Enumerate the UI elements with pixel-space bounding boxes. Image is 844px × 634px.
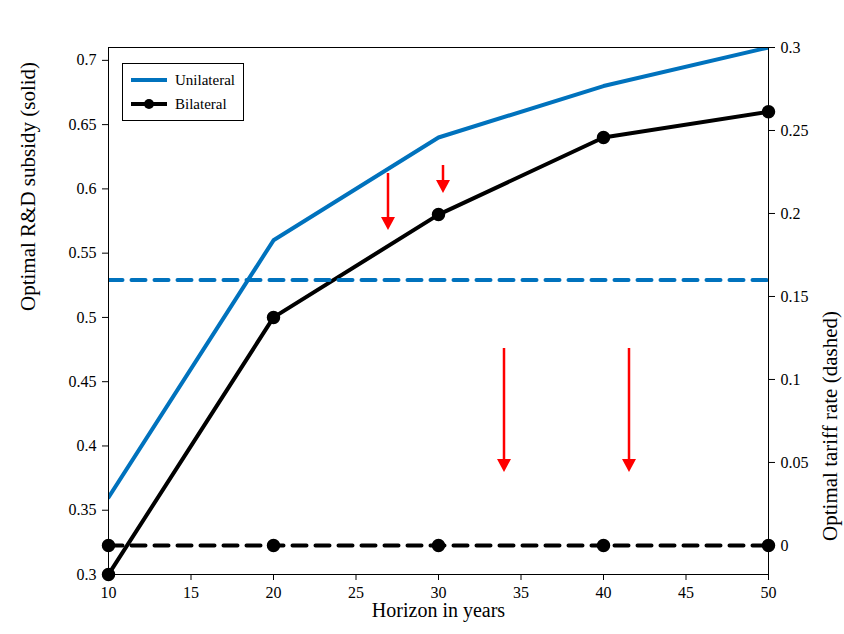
svg-text:35: 35: [513, 584, 529, 601]
html-text:Unilateral: Unilateral: [175, 71, 235, 88]
svg-text:0.7: 0.7: [77, 51, 97, 68]
svg-text:Horizon in years: Horizon in years: [372, 599, 506, 622]
svg-text:0.05: 0.05: [781, 454, 809, 471]
svg-text:30: 30: [430, 583, 447, 601]
svg-text:0.4: 0.4: [77, 437, 97, 454]
svg-text:0.35: 0.35: [69, 501, 97, 518]
svg-text:10: 10: [101, 584, 117, 601]
svg-text:0.5: 0.5: [77, 309, 97, 326]
svg-text:0.3: 0.3: [781, 39, 801, 56]
svg-text:0.1: 0.1: [781, 371, 801, 388]
svg-text:Optimal R&D subsidy (solid): Optimal R&D subsidy (solid): [16, 62, 40, 311]
svg-text:0.25: 0.25: [781, 122, 809, 139]
svg-text:0.2: 0.2: [781, 205, 801, 222]
svg-text:50: 50: [761, 584, 777, 601]
svg-text:15: 15: [183, 584, 199, 601]
svg-text:20: 20: [266, 584, 282, 601]
svg-text:Optimal tariff rate (dashed): Optimal tariff rate (dashed): [818, 311, 842, 541]
svg-text:45: 45: [678, 584, 694, 601]
svg-text:0.3: 0.3: [77, 566, 97, 583]
svg-text:40: 40: [596, 584, 612, 601]
svg-text:0: 0: [781, 537, 789, 554]
svg-text:25: 25: [348, 584, 364, 601]
html-text:Bilateral: Bilateral: [175, 95, 227, 112]
svg-text:0.45: 0.45: [69, 373, 97, 390]
svg-text:0.65: 0.65: [69, 116, 97, 133]
svg-text:0.15: 0.15: [781, 288, 809, 305]
svg-text:0.55: 0.55: [69, 244, 97, 261]
svg-text:0.6: 0.6: [77, 180, 97, 197]
